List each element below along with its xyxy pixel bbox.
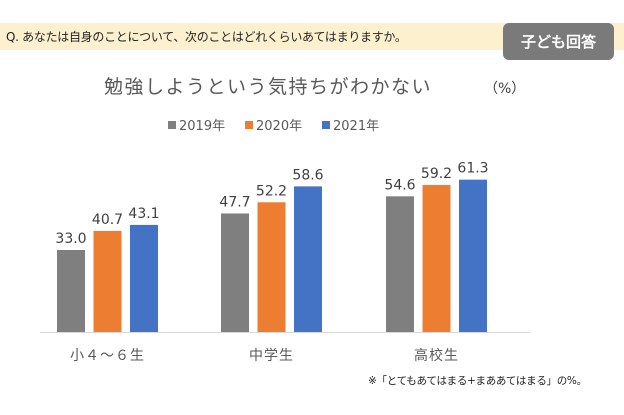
legend-label: 2021年 [333, 119, 379, 134]
bar-2020-2 [422, 184, 451, 332]
question-text: Q. あなたは自身のことについて、次のことはどれくらいあてはまりますか。 [6, 30, 407, 44]
bar-2019-0 [57, 249, 85, 332]
legend-swatch [245, 121, 253, 129]
legend-label: 2019年 [179, 119, 225, 134]
data-label: 40.7 [92, 212, 123, 228]
data-label: 33.0 [55, 231, 86, 247]
legend-item: 2021年 [322, 119, 379, 134]
data-label: 61.3 [457, 161, 488, 177]
legend-label: 2020年 [256, 119, 302, 134]
data-label: 54.6 [384, 177, 415, 193]
legend-item: 2020年 [245, 119, 302, 134]
data-label: 59.2 [421, 166, 452, 182]
x-tick-label: 中学生 [249, 348, 294, 364]
legend-item: 2019年 [168, 119, 225, 134]
x-tick-label: 高校生 [414, 347, 459, 364]
data-label: 47.7 [219, 194, 250, 210]
legend-swatch [168, 121, 176, 129]
unit-label: （%） [484, 81, 525, 97]
bar-2021-0 [130, 224, 158, 332]
data-labels: 33.0 40.7 43.1 47.7 52.2 58.6 54.6 59.2 61.3 [55, 161, 488, 247]
bar-2019-1 [221, 213, 249, 332]
data-label: 43.1 [128, 206, 159, 222]
footnote: ※「とてもあてはまる+まああてはまる」の%。 [368, 375, 587, 387]
x-tick-label: 小４～６生 [70, 348, 145, 364]
legend: 2019年 2020年 2021年 [168, 119, 379, 134]
bars [57, 179, 487, 332]
legend-swatch [322, 121, 330, 129]
bar-2021-1 [294, 186, 322, 332]
bar-2020-0 [93, 230, 122, 332]
x-tick-labels: 小４～６生 中学生 高校生 [70, 347, 459, 364]
data-label: 52.2 [256, 183, 287, 199]
respondent-badge: 子ども回答 [503, 23, 614, 60]
bar-2020-1 [257, 202, 286, 332]
bar-2021-2 [459, 179, 487, 332]
chart-title: 勉強しようという気持ちがわかない [104, 76, 432, 98]
bar-2019-2 [386, 196, 414, 332]
data-label: 58.6 [292, 167, 323, 183]
